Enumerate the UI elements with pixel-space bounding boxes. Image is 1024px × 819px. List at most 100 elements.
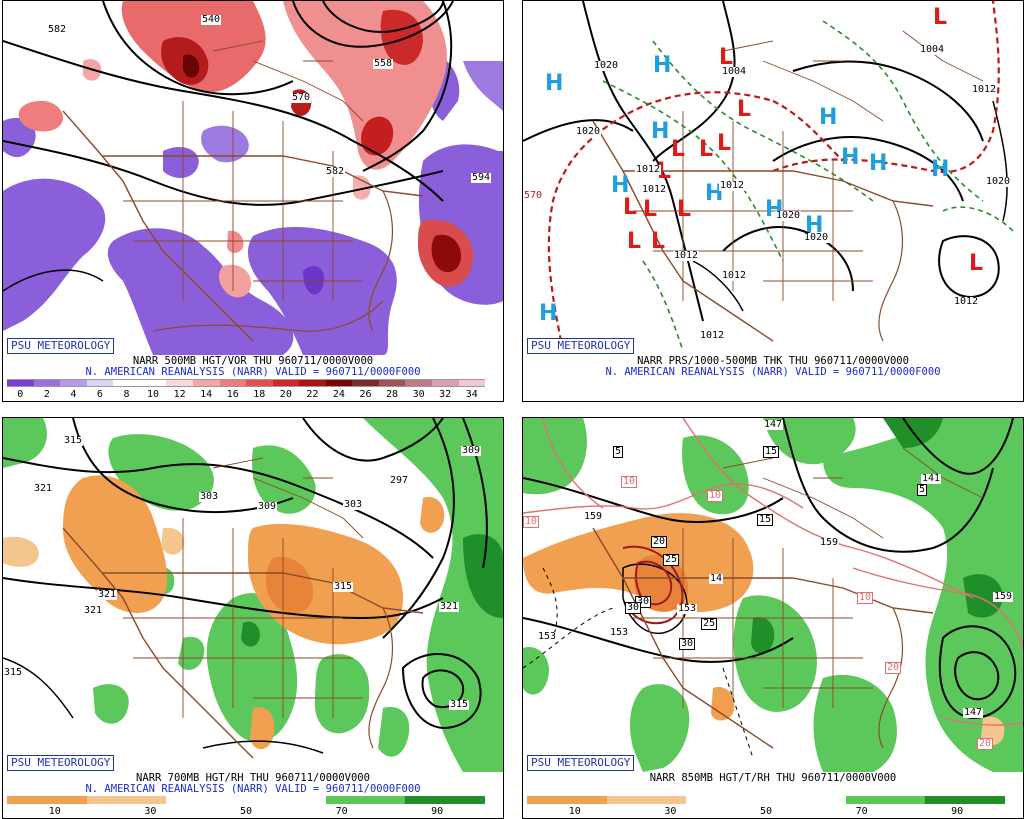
contour-label: 309	[461, 445, 482, 456]
colorbar-swatch	[325, 379, 353, 387]
colorbar-swatch	[60, 379, 87, 387]
map-title: NARR 850MB HGT/T/RH THU 960711/0000V000	[649, 772, 897, 784]
temp-label: 25	[701, 618, 718, 630]
temp-label: 30	[625, 602, 642, 614]
contour-label-594: 594	[471, 172, 492, 183]
colorbar-swatch	[845, 796, 926, 804]
temp-label: 20	[885, 662, 902, 674]
contour-label: 321	[33, 483, 54, 494]
temp-label: 14	[709, 573, 724, 584]
colorbar-tick-label: 22	[306, 389, 319, 400]
colorbar-tick-label: 10	[147, 389, 160, 400]
low-pressure-marker: L	[677, 197, 692, 222]
low-pressure-marker: L	[671, 137, 686, 162]
contour-label: 315	[63, 435, 84, 446]
isobar-label: 1012	[971, 84, 998, 95]
colorbar-swatch	[686, 796, 767, 804]
contour-label: 303	[199, 491, 220, 502]
psu-meteorology-badge: PSU METEOROLOGY	[527, 338, 635, 354]
height-label: 153	[677, 603, 698, 614]
colorbar-swatch	[86, 379, 114, 387]
isobar-label: 1020	[775, 210, 802, 221]
colorbar-tick-label: 24	[332, 389, 345, 400]
high-pressure-marker: H	[611, 173, 630, 198]
height-label: 153	[609, 627, 630, 638]
colorbar-tick-label: 8	[123, 389, 130, 400]
map-500mb: 582 558 570 582 594 540	[3, 1, 503, 355]
temp-label: 10	[523, 516, 540, 528]
temp-label: 15	[757, 514, 774, 526]
map-subtitle: N. AMERICAN REANALYSIS (NARR) VALID = 96…	[605, 366, 941, 378]
isobar-label: 1020	[593, 60, 620, 71]
colorbar-swatch	[33, 379, 61, 387]
rh-colorbar	[527, 796, 1006, 804]
height-label: 159	[819, 537, 840, 548]
rh-colorbar-ticks: 10 30 50 70 90	[527, 806, 1005, 818]
colorbar-swatch	[139, 379, 167, 387]
high-pressure-marker: H	[805, 213, 824, 238]
isobar-label: 1020	[803, 232, 830, 243]
vorticity-colorbar	[7, 379, 486, 387]
height-label: 159	[583, 511, 604, 522]
colorbar-swatch	[299, 379, 326, 387]
contour-label-540: 540	[201, 14, 222, 25]
contour-label: 321	[439, 601, 460, 612]
colorbar-tick-label: 70	[855, 806, 868, 817]
height-label: 141	[921, 473, 942, 484]
thickness-label: 570	[523, 190, 544, 201]
map-700mb: 315 303 309 303 297 315 321 321 321 315 …	[3, 418, 503, 772]
low-pressure-marker: L	[719, 45, 734, 70]
contour-label: 297	[389, 475, 410, 486]
map-850mb-svg	[523, 418, 1023, 772]
temp-label: 5	[613, 446, 624, 458]
isobar-label: 1012	[699, 330, 726, 341]
colorbar-tick-label: 4	[70, 389, 77, 400]
colorbar-tick-label: 30	[144, 806, 157, 817]
low-pressure-marker: L	[933, 5, 948, 30]
panel-sfc-prs-thickness: H H H H H H H H H H H H L L L L L L L L …	[522, 0, 1024, 402]
colorbar-swatch	[192, 379, 220, 387]
isobar-label: 1012	[635, 164, 662, 175]
temp-label: 5	[917, 484, 928, 496]
colorbar-tick-label: 28	[386, 389, 399, 400]
isobar-label: 1012	[641, 184, 668, 195]
map-title: NARR PRS/1000-500MB THK THU 960711/0000V…	[637, 355, 909, 367]
high-pressure-marker: H	[841, 145, 860, 170]
temp-label: 20	[651, 536, 668, 548]
height-label: 147	[963, 707, 984, 718]
isobar-label: 1012	[673, 250, 700, 261]
colorbar-tick-label: 70	[335, 806, 348, 817]
colorbar-swatch	[458, 379, 486, 387]
isobar-label: 1020	[985, 176, 1012, 187]
colorbar-tick-label: 10	[568, 806, 581, 817]
colorbar-tick-label: 50	[239, 806, 253, 817]
colorbar-tick-label: 30	[664, 806, 677, 817]
psu-meteorology-badge: PSU METEOROLOGY	[7, 755, 115, 771]
colorbar-swatch	[405, 379, 432, 387]
colorbar-swatch	[766, 796, 846, 804]
isobar-label: 1004	[721, 66, 748, 77]
low-pressure-marker: L	[717, 131, 732, 156]
map-subtitle: N. AMERICAN REANALYSIS (NARR) VALID = 96…	[85, 783, 421, 795]
contour-label: 315	[333, 581, 354, 592]
psu-meteorology-badge: PSU METEOROLOGY	[527, 755, 635, 771]
colorbar-swatch	[166, 796, 247, 804]
colorbar-tick-label: 18	[253, 389, 266, 400]
contour-label-582b: 582	[325, 166, 346, 177]
panel-500mb-hgt-vor: 582 558 570 582 594 540 PSU METEOROLOGY …	[2, 0, 504, 402]
map-700mb-svg	[3, 418, 503, 772]
temp-label: 30	[679, 638, 696, 650]
high-pressure-marker: H	[539, 301, 558, 326]
colorbar-swatch	[219, 379, 247, 387]
low-pressure-marker: L	[627, 229, 642, 254]
rh-colorbar	[7, 796, 486, 804]
map-850mb: 147 159 159 153 153 141 159 147 153 5 15…	[523, 418, 1023, 772]
low-pressure-marker: L	[969, 251, 984, 276]
colorbar-tick-label: 14	[200, 389, 213, 400]
colorbar-swatch	[7, 379, 34, 387]
colorbar-swatch	[7, 796, 87, 804]
colorbar-swatch	[246, 379, 273, 387]
panel-850mb-hgt-t-rh: 147 159 159 153 153 141 159 147 153 5 15…	[522, 417, 1024, 819]
height-label: 153	[537, 631, 558, 642]
map-title: NARR 500MB HGT/VOR THU 960711/0000V000	[132, 355, 374, 367]
